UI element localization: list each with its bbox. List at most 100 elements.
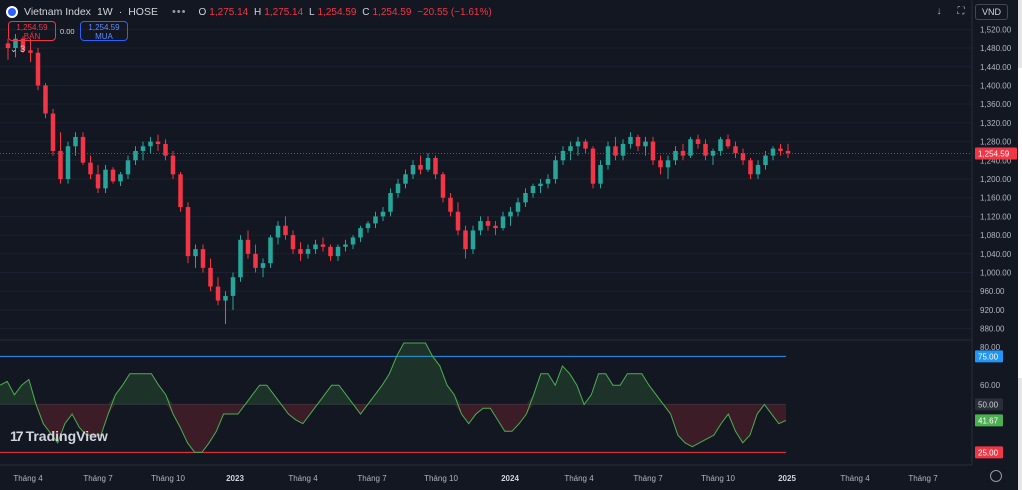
arrow-down-icon[interactable]: ↓ [936,6,942,17]
candle-body [380,211,386,217]
candle-body [208,267,213,287]
candle-body [103,169,108,189]
tradingview-mark-icon: 17 [10,428,24,444]
tradingview-logo[interactable]: 17 TradingView [10,428,108,444]
candle-body [50,113,56,151]
candle-body [223,295,228,301]
price-tick-label: 1,320.00 [980,119,1012,128]
candle-body [770,148,776,156]
time-tick-label: 2023 [226,474,244,483]
time-tick-label: Tháng 7 [633,474,663,483]
price-tick-label: 1,000.00 [980,269,1012,278]
candle-body [275,225,281,238]
candle-body [703,143,708,156]
candle-body [628,136,633,144]
time-tick-label: Tháng 10 [151,474,185,483]
open-value: 1,275.14 [209,6,249,18]
candle-body [178,174,183,208]
candle-body [238,239,243,278]
candle-body [163,143,168,156]
buy-price: 1,254.59 [88,23,120,32]
candle-body [613,146,618,156]
spread-value: 0.00 [60,27,75,36]
currency-button[interactable]: VND [974,4,1008,20]
rsi-mid-badge [975,398,1003,411]
close-value: 1,254.59 [372,6,412,18]
candle-body [545,179,551,184]
indicators-toggle[interactable]: ⌄ 3 [10,44,25,55]
candle-body [500,216,506,229]
candle-body [305,249,311,254]
rsi-current-label: 41.67 [978,416,999,425]
candle-body [560,150,566,161]
candle-body [598,164,603,184]
candle-body [373,216,378,224]
candle-body [493,225,498,229]
candle-body [590,148,596,184]
candle-body [20,38,26,51]
rsi-fill-below [0,404,786,453]
rsi-lower-badge [975,446,1003,459]
candle-body [155,141,161,144]
time-tick-label: 2024 [501,474,519,483]
candle-body [763,155,768,165]
rsi-lower-label: 25.00 [978,448,999,457]
interval-label[interactable]: 1W [96,6,113,18]
buy-label: MUA [95,32,113,41]
sell-button[interactable]: 1,254.59 BÁN [8,21,56,41]
candle-body [88,162,93,175]
candle-body [605,146,611,165]
candle-body [193,249,198,257]
candle-body [650,141,656,161]
candle-body [425,157,431,170]
candle-body [185,207,191,257]
time-tick-label: Tháng 4 [564,474,594,483]
symbol-name[interactable]: Vietnam Index [24,6,91,18]
exchange-label: HOSE [128,6,158,18]
candle-body [740,153,746,161]
rsi-tick-label: 80.00 [980,343,1001,352]
right-edge-strip [1018,0,1022,490]
price-tick-label: 960.00 [980,287,1005,296]
price-tick-label: 1,520.00 [980,25,1012,34]
candle-body [785,150,791,154]
chevron-down-icon: ⌄ [10,44,18,54]
low-value: 1,254.59 [317,6,357,18]
candle-body [125,160,131,175]
sell-price: 1,254.59 [16,23,48,32]
current-price-badge [975,147,1017,160]
rsi-fill-above [0,343,786,405]
candle-body [215,286,221,301]
rsi-upper-label: 75.00 [978,352,999,361]
price-tick-label: 1,360.00 [980,100,1012,109]
time-tick-label: Tháng 4 [840,474,870,483]
candle-body [148,141,153,147]
price-tick-label: 1,280.00 [980,138,1012,147]
fullscreen-icon[interactable]: ⛶ [957,6,965,17]
candle-body [320,244,326,247]
indicators-count: 3 [20,44,26,54]
time-tick-label: Tháng 7 [357,474,387,483]
candle-body [568,146,573,151]
candle-body [133,150,138,161]
candle-body [448,197,453,212]
buy-button[interactable]: 1,254.59 MUA [80,21,128,41]
candle-body [530,186,536,194]
separator-dot: · [118,6,123,18]
more-dots-icon[interactable]: ••• [171,6,187,18]
price-tick-label: 1,400.00 [980,81,1012,90]
candle-body [440,174,446,198]
candle-body [358,228,363,238]
candle-body [508,211,513,217]
top-right-controls: ↓ ⛶ VND [931,4,1008,20]
settings-gear-icon[interactable] [990,470,1002,482]
candle-body [673,150,678,161]
ohlc-values: O 1,275.14 H 1,275.14 L 1,254.59 C 1,254.59 … [198,6,492,18]
candle-body [73,136,78,147]
candle-body [733,146,738,154]
candle-body [28,50,33,53]
candle-body [635,136,641,147]
tradingview-wordmark: TradingView [25,428,108,444]
